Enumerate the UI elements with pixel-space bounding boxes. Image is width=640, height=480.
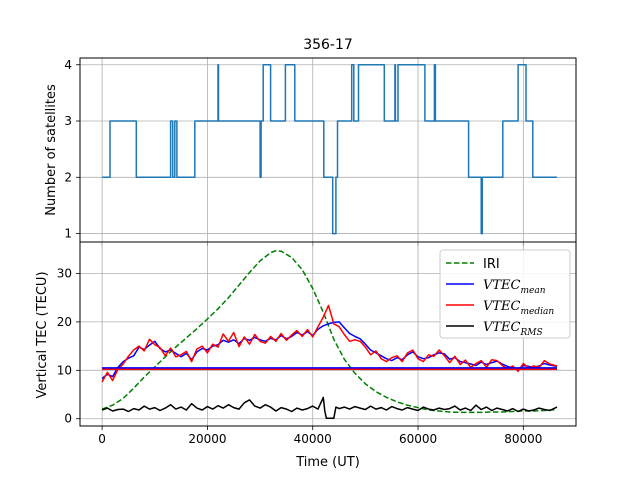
tec-y-axis-label: Vertical TEC (TECU) <box>35 271 50 398</box>
tec-y-ticks: 0 10 20 30 <box>57 266 80 426</box>
tec-series-vtec-rms <box>101 396 558 420</box>
legend-box <box>439 249 571 339</box>
legend: IRI VTECmean VTECmedian VTECRMS <box>439 249 571 339</box>
tec-y-tick-label: 0 <box>64 412 72 426</box>
tec-x-tick-label: 0 <box>98 432 106 446</box>
legend-label: VTECRMS <box>483 320 543 338</box>
tec-x-tick-label: 20000 <box>188 432 226 446</box>
tec-x-axis-label: Time (UT) <box>295 455 360 470</box>
chart-title: 356-17 <box>303 37 353 53</box>
legend-label: VTECmean <box>483 278 546 296</box>
satellites-y-tick-label: 3 <box>64 114 72 128</box>
satellites-y-axis-label: Number of satellites <box>44 84 59 216</box>
satellites-y-tick-label: 1 <box>64 227 72 241</box>
tec-series-iri <box>101 249 558 414</box>
tec-x-tick-label: 80000 <box>504 432 542 446</box>
tec-y-tick-label: 30 <box>57 266 72 280</box>
legend-label: IRI <box>483 257 500 272</box>
tec-series-vtec-mean <box>101 321 558 380</box>
satellites-y-tick-label: 2 <box>64 170 72 184</box>
tec-axes-frame <box>79 241 577 427</box>
tec-x-tick-label: 60000 <box>399 432 437 446</box>
tec-panel: 0 10 20 30 0 20000 40000 60000 80000 Vertical T… <box>35 241 577 470</box>
tec-x-ticks: 0 20000 40000 60000 80000 <box>98 426 542 446</box>
satellites-y-ticks: 1 2 3 4 <box>64 58 80 241</box>
tec-y-tick-label: 20 <box>57 315 72 329</box>
tec-x-tick-label: 40000 <box>294 432 332 446</box>
tec-series-vtec-median <box>101 304 558 383</box>
satellites-y-tick-label: 4 <box>64 58 72 72</box>
tec-series <box>101 249 558 420</box>
legend-label: VTECmedian <box>483 299 554 317</box>
tec-y-tick-label: 10 <box>57 363 72 377</box>
satellites-series-0 <box>102 64 557 235</box>
satellites-series <box>102 64 557 235</box>
